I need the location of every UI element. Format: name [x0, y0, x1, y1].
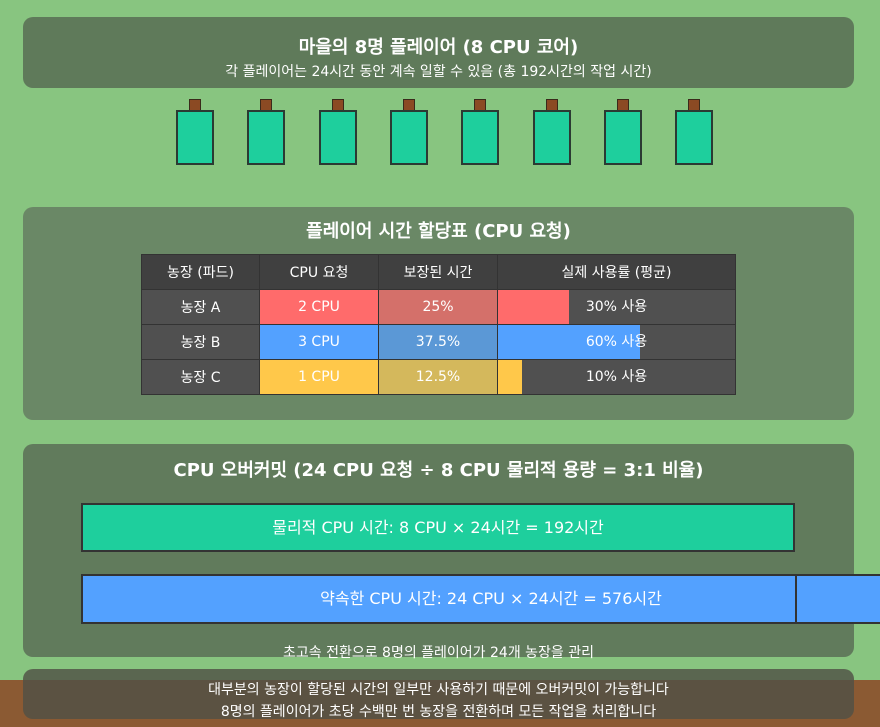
footer-line-2: 8명의 플레이어가 초당 수백만 번 농장을 전환하며 모든 작업을 처리합니다	[220, 704, 657, 720]
guaranteed-cell: 25%	[378, 289, 498, 325]
table-header-row: 농장 (파드) CPU 요청 보장된 시간 실제 사용률 (평균)	[141, 254, 736, 290]
promised-cpu-label: 약속한 CPU 시간: 24 CPU × 24시간 = 576시간	[320, 589, 662, 608]
cpu-request-cell: 2 CPU	[259, 289, 379, 325]
usage-bar	[498, 360, 522, 394]
cpu-request-cell: 3 CPU	[259, 324, 379, 360]
physical-cpu-bar: 물리적 CPU 시간: 8 CPU × 24시간 = 192시간	[81, 503, 795, 552]
header-farm: 농장 (파드)	[141, 254, 260, 290]
header-cpu-request: CPU 요청	[259, 254, 379, 290]
usage-cell: 60% 사용	[497, 324, 736, 360]
physical-cpu-label: 물리적 CPU 시간: 8 CPU × 24시간 = 192시간	[272, 518, 604, 537]
header-guaranteed-time: 보장된 시간	[378, 254, 498, 290]
allocation-title: 플레이어 시간 할당표 (CPU 요청)	[306, 221, 571, 242]
usage-label: 10% 사용	[585, 369, 648, 385]
footer-line-1: 대부분의 농장이 할당된 시간의 일부만 사용하기 때문에 오버커밋이 가능합니…	[208, 682, 669, 698]
table-row: 농장 B 3 CPU 37.5% 60% 사용	[141, 324, 736, 360]
guaranteed-cell: 37.5%	[378, 324, 498, 360]
cpu-request-cell: 1 CPU	[259, 359, 379, 395]
farm-name: 농장 C	[141, 359, 260, 395]
farm-name: 농장 B	[141, 324, 260, 360]
usage-cell: 10% 사용	[497, 359, 736, 395]
footer-panel	[23, 669, 854, 719]
usage-bar	[498, 290, 570, 324]
overcommit-title: CPU 오버커밋 (24 CPU 요청 ÷ 8 CPU 물리적 용량 = 3:1…	[173, 460, 704, 481]
table-row: 농장 A 2 CPU 25% 30% 사용	[141, 289, 736, 325]
usage-bar	[498, 325, 641, 359]
capacity-divider	[795, 574, 797, 624]
usage-label: 60% 사용	[585, 334, 648, 350]
table-row: 농장 C 1 CPU 12.5% 10% 사용	[141, 359, 736, 395]
header-title: 마을의 8명 플레이어 (8 CPU 코어)	[298, 37, 579, 58]
allocation-table: 농장 (파드) CPU 요청 보장된 시간 실제 사용률 (평균) 농장 A 2…	[141, 254, 736, 395]
overcommit-note: 초고속 전환으로 8명의 플레이어가 24개 농장을 관리	[282, 645, 595, 661]
header-actual-usage: 실제 사용률 (평균)	[497, 254, 736, 290]
header-panel	[23, 17, 854, 88]
farm-name: 농장 A	[141, 289, 260, 325]
header-subtitle: 각 플레이어는 24시간 동안 계속 일할 수 있음 (총 192시간의 작업 …	[225, 64, 652, 80]
usage-cell: 30% 사용	[497, 289, 736, 325]
usage-label: 30% 사용	[585, 299, 648, 315]
guaranteed-cell: 12.5%	[378, 359, 498, 395]
promised-cpu-bar: 약속한 CPU 시간: 24 CPU × 24시간 = 576시간	[81, 574, 880, 624]
